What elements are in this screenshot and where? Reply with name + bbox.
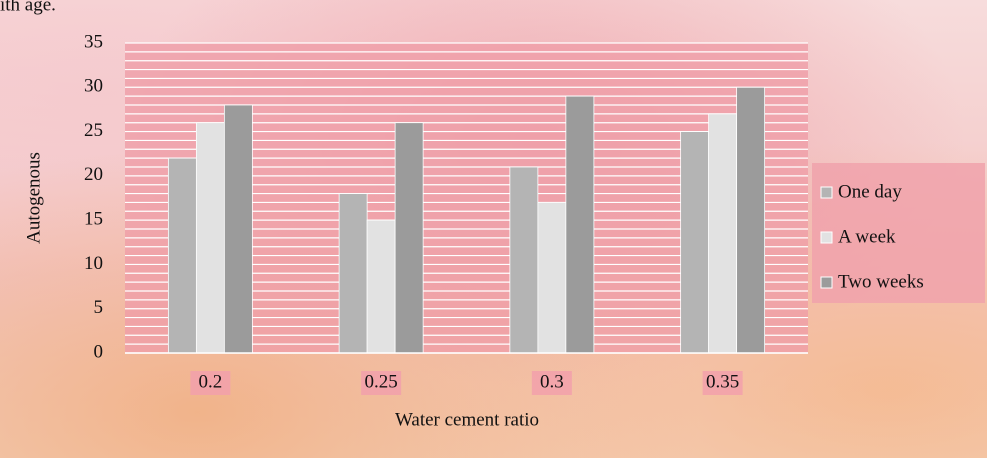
bar [509,166,539,354]
x-tick-label-bg [361,371,402,395]
y-tick-label: 5 [94,297,104,318]
x-axis-title: Water cement ratio [395,409,539,430]
y-tick-label: 25 [84,120,103,141]
x-tick-label: 0.35 [706,371,739,392]
bar [167,157,197,354]
x-tick-label: 0.2 [199,371,223,392]
x-tick-label-bg [190,371,231,395]
legend-swatch [820,186,833,199]
y-tick-label: 35 [84,31,103,52]
x-tick-label-bg [531,371,572,395]
legend-box [812,163,985,303]
x-tick-label: 0.3 [540,371,564,392]
bar [338,193,368,354]
y-tick-label: 30 [84,76,103,97]
bar [223,104,253,354]
y-tick-label: 20 [84,164,103,185]
legend-swatch [820,276,833,289]
bar [195,122,225,354]
bar [708,113,738,354]
legend-swatch [820,231,833,244]
legend-label: Two weeks [838,271,924,292]
x-tick-label: 0.25 [365,371,398,392]
bar [565,95,595,354]
caption-fragment: ith age. [0,0,56,15]
legend-label: A week [838,226,896,247]
y-axis-title: Autogenous [23,152,44,244]
bar [736,86,766,354]
bar [537,202,567,354]
legend-label: One day [838,181,902,202]
y-tick-label: 10 [84,253,103,274]
bar [680,131,710,354]
x-tick-label-bg [702,371,743,395]
bar [366,219,396,354]
y-tick-label: 0 [94,341,104,362]
bar [394,122,424,354]
y-tick-label: 15 [84,209,103,230]
